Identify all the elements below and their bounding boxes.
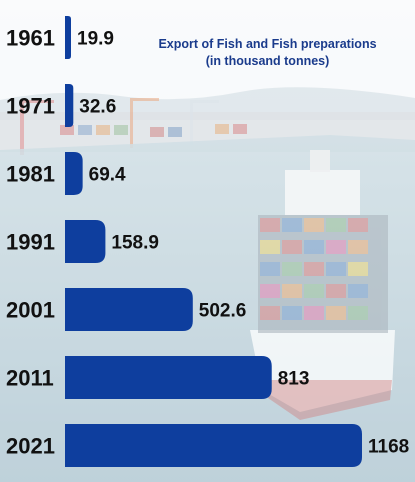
value-label-1971: 32.6 — [79, 97, 116, 118]
bar-1991 — [65, 220, 106, 263]
year-label-2011: 2011 — [6, 366, 54, 391]
bar-2011 — [65, 356, 272, 399]
bar-1961 — [65, 16, 71, 59]
bar-1971 — [65, 84, 74, 127]
year-label-2021: 2021 — [6, 434, 55, 459]
year-label-1991: 1991 — [6, 230, 55, 255]
value-label-1961: 19.9 — [77, 29, 114, 50]
chart-title-line2: (in thousand tonnes) — [205, 54, 330, 68]
value-label-2001: 502.6 — [199, 301, 247, 322]
year-label-2001: 2001 — [6, 298, 55, 323]
value-label-1991: 158.9 — [111, 233, 159, 254]
value-label-2021: 1168 — [368, 437, 409, 458]
bar-1981 — [65, 152, 83, 195]
bar-2021 — [65, 424, 362, 467]
value-label-1981: 69.4 — [89, 165, 126, 186]
value-label-2011: 813 — [278, 369, 310, 390]
bar-2001 — [65, 288, 193, 331]
year-label-1971: 1971 — [6, 94, 55, 119]
chart-title-line1: Export of Fish and Fish preparations — [158, 37, 377, 51]
year-label-1981: 1981 — [6, 162, 55, 187]
chart-title: Export of Fish and Fish preparations (in… — [135, 36, 400, 70]
year-label-1961: 1961 — [6, 26, 55, 51]
